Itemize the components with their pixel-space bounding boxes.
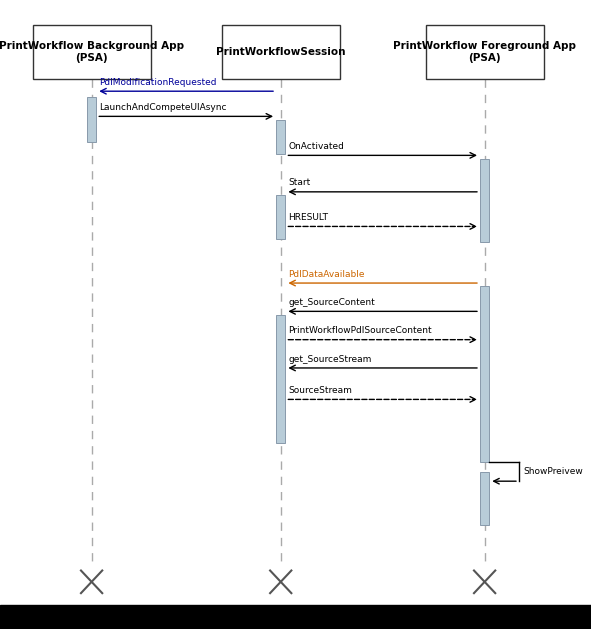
Text: get_SourceContent: get_SourceContent — [288, 298, 375, 307]
Bar — [33, 25, 151, 79]
Bar — [480, 286, 489, 462]
Text: PrintWorkflow Foreground App
(PSA): PrintWorkflow Foreground App (PSA) — [393, 41, 576, 63]
Text: PdlDataAvailable: PdlDataAvailable — [288, 270, 365, 279]
Text: HRESULT: HRESULT — [288, 213, 329, 222]
Text: Start: Start — [288, 179, 311, 187]
Bar — [276, 195, 285, 239]
Text: PdlModificationRequested: PdlModificationRequested — [99, 78, 217, 87]
Bar — [276, 314, 285, 443]
Text: PrintWorkflowSession: PrintWorkflowSession — [216, 47, 346, 57]
Bar — [480, 472, 489, 525]
Text: OnActivated: OnActivated — [288, 142, 345, 151]
Bar — [426, 25, 544, 79]
Text: get_SourceStream: get_SourceStream — [288, 355, 372, 364]
Text: LaunchAndCompeteUIAsync: LaunchAndCompeteUIAsync — [99, 103, 227, 112]
Bar — [480, 159, 489, 242]
Text: PrintWorkflow Background App
(PSA): PrintWorkflow Background App (PSA) — [0, 41, 184, 63]
Bar — [222, 25, 340, 79]
Bar — [0, 605, 591, 629]
Bar — [87, 97, 96, 142]
Text: PrintWorkflowPdlSourceContent: PrintWorkflowPdlSourceContent — [288, 326, 432, 335]
Bar — [276, 120, 285, 154]
Text: SourceStream: SourceStream — [288, 386, 352, 395]
Text: ShowPreivew: ShowPreivew — [524, 467, 583, 476]
